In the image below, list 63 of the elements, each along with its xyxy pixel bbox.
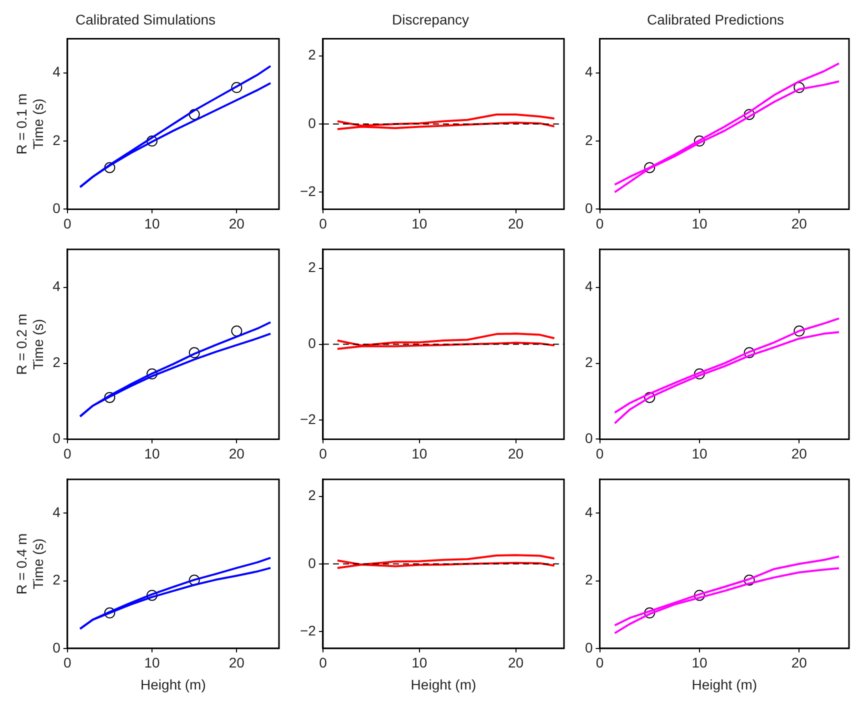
y-tick-label: 0 — [308, 554, 316, 571]
y-tick-label: 0 — [584, 639, 593, 656]
x-tick-label: 0 — [63, 445, 72, 462]
y-tick-label: 4 — [52, 278, 61, 294]
y-tick-label: 0 — [584, 430, 593, 446]
y-tick-label: 0 — [52, 430, 61, 446]
y-tick-label: 2 — [584, 572, 593, 588]
y-tick-label: 4 — [52, 64, 61, 80]
x-tick-label: 0 — [319, 445, 328, 462]
x-tick-label: 10 — [692, 445, 708, 462]
x-tick-label: 10 — [144, 215, 160, 232]
chart-title: Discrepancy — [392, 11, 470, 28]
x-axis-title: Height (m) — [692, 676, 758, 692]
x-tick-label: 20 — [508, 654, 524, 671]
y-tick-label: 2 — [308, 46, 316, 63]
chart-title: Calibrated Predictions — [647, 11, 784, 28]
y-tick-label: 2 — [308, 259, 316, 276]
y-tick-label: −2 — [300, 411, 316, 428]
x-tick-label: 20 — [791, 215, 808, 232]
x-tick-label: 20 — [508, 215, 524, 232]
y-axis-title: R = 0.1 m Time (s) — [13, 93, 46, 155]
chart-title: Calibrated Simulations — [75, 11, 216, 28]
y-tick-label: 2 — [52, 572, 61, 588]
x-tick-label: 0 — [596, 445, 604, 462]
x-tick-label: 0 — [596, 215, 604, 232]
y-tick-label: 0 — [584, 200, 593, 216]
x-tick-label: 0 — [319, 215, 328, 232]
y-tick-label: 2 — [584, 132, 593, 148]
y-tick-label: 4 — [584, 64, 593, 80]
x-tick-label: 10 — [144, 654, 160, 671]
x-tick-label: 20 — [791, 445, 808, 462]
x-tick-label: 10 — [412, 445, 428, 462]
x-axis-title: Height (m) — [410, 676, 476, 692]
x-tick-label: 20 — [508, 445, 524, 462]
x-tick-label: 10 — [144, 445, 160, 462]
y-tick-label: 0 — [52, 639, 61, 656]
x-tick-label: 20 — [791, 654, 808, 671]
y-tick-label: 4 — [52, 504, 61, 520]
y-tick-label: −2 — [300, 183, 316, 200]
y-tick-label: 2 — [52, 354, 61, 370]
x-tick-label: 10 — [692, 654, 708, 671]
x-tick-label: 0 — [596, 654, 604, 671]
x-tick-label: 20 — [228, 215, 245, 232]
x-tick-label: 10 — [412, 215, 428, 232]
x-tick-label: 0 — [319, 654, 328, 671]
y-tick-label: 2 — [584, 354, 593, 370]
x-tick-label: 10 — [692, 215, 708, 232]
y-tick-label: 2 — [52, 132, 61, 148]
x-tick-label: 10 — [412, 654, 428, 671]
y-tick-label: −2 — [300, 622, 316, 638]
x-tick-label: 20 — [228, 654, 245, 671]
y-tick-label: 0 — [308, 335, 316, 352]
x-tick-label: 20 — [228, 445, 245, 462]
y-tick-label: 0 — [308, 114, 316, 131]
y-tick-label: 4 — [584, 278, 593, 294]
y-tick-label: 0 — [52, 200, 61, 216]
y-axis-title: R = 0.4 m Time (s) — [13, 533, 46, 594]
x-tick-label: 0 — [63, 215, 72, 232]
y-tick-label: 4 — [584, 504, 593, 520]
y-axis-title: R = 0.2 m Time (s) — [13, 314, 46, 375]
y-tick-label: 2 — [308, 487, 316, 504]
x-axis-title: Height (m) — [140, 676, 206, 692]
x-tick-label: 0 — [63, 654, 72, 671]
